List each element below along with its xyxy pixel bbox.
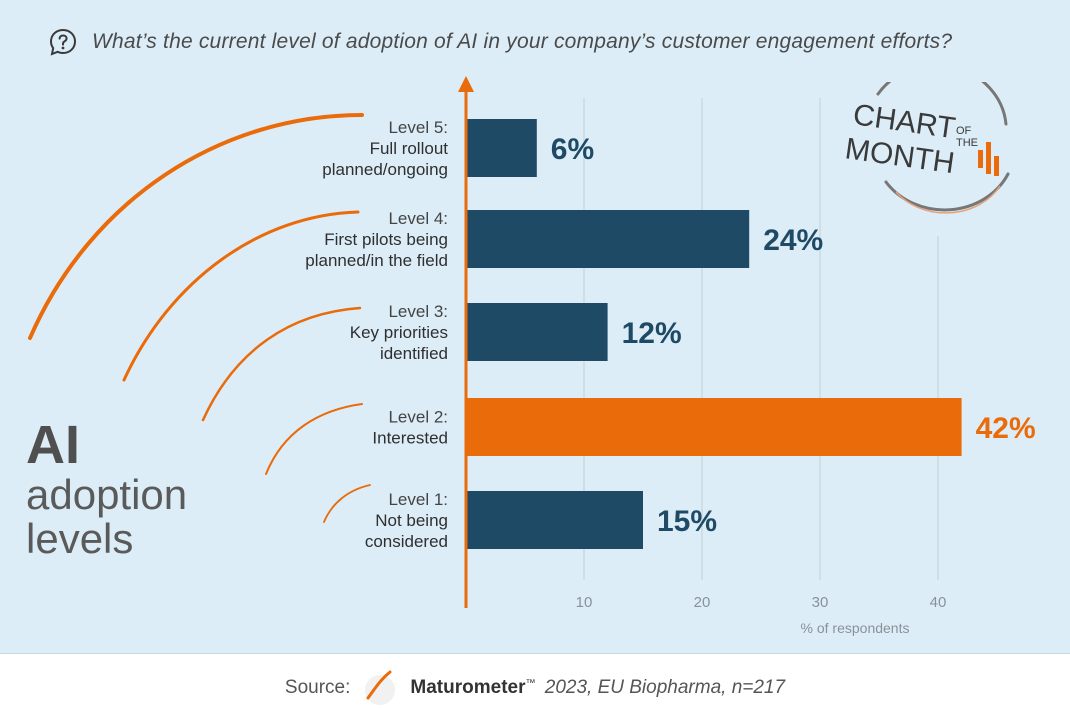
x-tick-label: 10 bbox=[576, 594, 593, 611]
question-bubble-icon bbox=[49, 28, 77, 56]
category-label: Level 4: First pilots being planned/in the… bbox=[305, 209, 448, 270]
chart-of-the-month-badge: CHART OF THE MONTH bbox=[843, 82, 1010, 214]
source-label: Source: bbox=[284, 677, 351, 698]
x-axis-label: % of respondents bbox=[801, 620, 910, 636]
bar bbox=[466, 491, 643, 549]
side-title-line2: adoption bbox=[26, 471, 188, 518]
source-trademark: ™ bbox=[525, 677, 536, 689]
x-tick-label: 40 bbox=[930, 594, 947, 611]
badge-the-text: THE bbox=[956, 137, 978, 149]
category-label: Level 5: Full rollout planned/ongoing bbox=[322, 118, 448, 179]
side-title: AI adoption levels bbox=[26, 418, 187, 560]
side-title-line1: AI bbox=[26, 415, 80, 475]
arc-level-3 bbox=[201, 306, 362, 422]
bars bbox=[466, 119, 962, 549]
signal-arcs bbox=[28, 113, 371, 523]
x-tick-labels: 10 20 30 40 bbox=[576, 594, 947, 611]
bars-logo-icon bbox=[978, 142, 999, 176]
question-header: What’s the current level of adoption of … bbox=[48, 26, 952, 58]
value-label: 6% bbox=[551, 133, 594, 166]
badge-of-text: OF bbox=[956, 125, 972, 137]
source-footer: Source: Maturometer™ 2023, EU Biopharma,… bbox=[0, 668, 1070, 708]
category-label: Level 1: Not being considered bbox=[365, 490, 448, 551]
x-tick-label: 30 bbox=[812, 594, 829, 611]
value-label: 24% bbox=[763, 224, 823, 257]
category-label: Level 3: Key priorities identified bbox=[350, 302, 448, 363]
value-label: 12% bbox=[622, 317, 682, 350]
maturometer-logo-icon bbox=[365, 670, 396, 705]
x-tick-label: 20 bbox=[694, 594, 711, 611]
arc-level-5 bbox=[28, 113, 364, 340]
arc-level-1 bbox=[323, 484, 371, 523]
bar bbox=[466, 303, 608, 361]
bar-chart: Level 5: Full rollout planned/ongoing Level… bbox=[28, 76, 1036, 636]
category-labels: Level 5: Full rollout planned/ongoing Level… bbox=[305, 118, 448, 551]
category-label: Level 2: Interested bbox=[372, 408, 448, 448]
arc-level-2 bbox=[265, 403, 363, 475]
value-label: 15% bbox=[657, 505, 717, 538]
bar bbox=[466, 119, 537, 177]
bar bbox=[466, 210, 750, 268]
question-text: What’s the current level of adoption of … bbox=[92, 30, 953, 53]
side-title-line3: levels bbox=[26, 515, 134, 562]
source-details: 2023, EU Biopharma, n=217 bbox=[544, 677, 786, 698]
arc-level-4 bbox=[122, 210, 360, 382]
axis-arrow-icon bbox=[458, 76, 474, 92]
source-brand: Maturometer bbox=[410, 677, 526, 698]
y-axis bbox=[458, 76, 474, 608]
value-labels: 6% 24% 12% 42% 15% bbox=[551, 133, 1036, 538]
value-label: 42% bbox=[976, 412, 1036, 445]
bar bbox=[466, 398, 962, 456]
